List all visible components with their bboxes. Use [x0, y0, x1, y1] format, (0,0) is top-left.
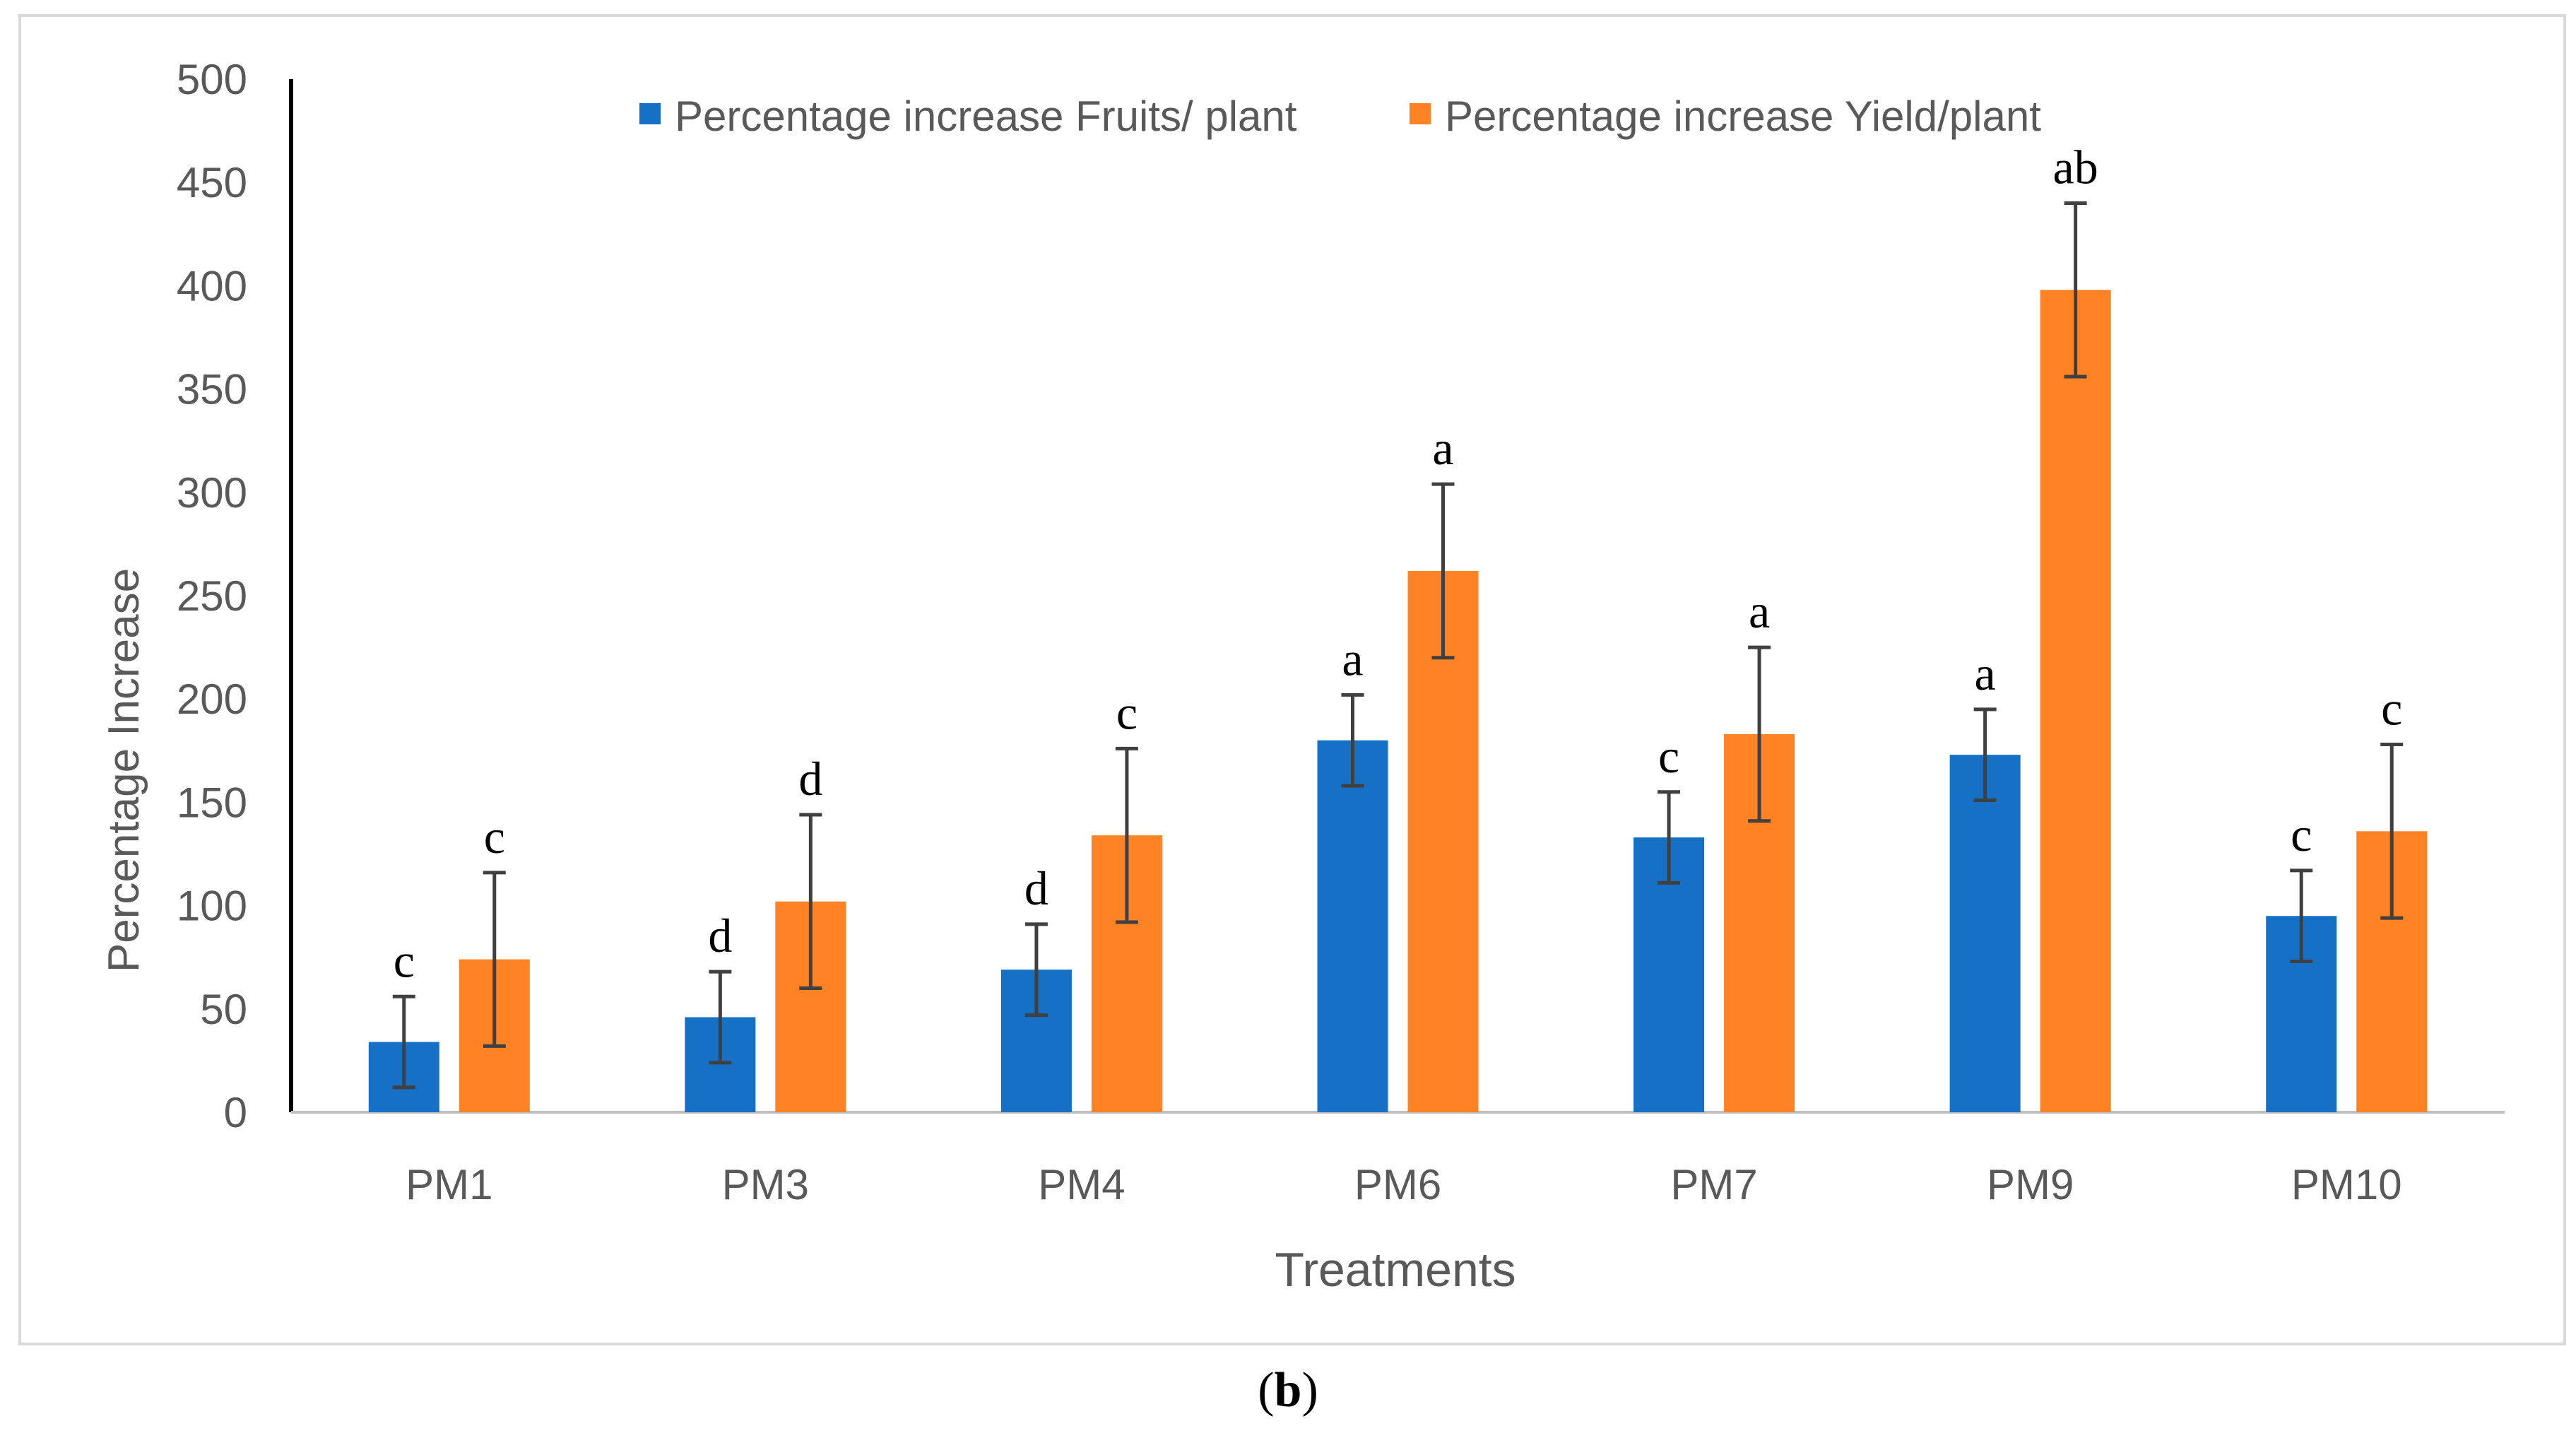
significance-letter: c	[1658, 729, 1679, 783]
x-axis-title: Treatments	[1275, 1243, 1516, 1297]
y-tick-label: 150	[177, 779, 247, 826]
bar-yield-pm9	[2040, 290, 2111, 1112]
significance-letter: a	[1749, 584, 1770, 638]
legend-label-fruits: Percentage increase Fruits/ plant	[675, 93, 1297, 140]
axes: 0 50 100 150 200 250 300 350 400 450 500 PM1 PM3 PM4 P…	[177, 56, 2505, 1208]
significance-letter: c	[1116, 685, 1138, 739]
y-tick-label: 0	[224, 1089, 247, 1136]
chart-frame	[18, 14, 2566, 1345]
significance-letter: a	[1342, 632, 1363, 685]
x-tick-label: PM9	[1987, 1161, 2074, 1208]
significance-letter: d	[1024, 861, 1048, 915]
significance-letter: c	[2381, 682, 2402, 736]
x-tick-label: PM4	[1038, 1161, 1125, 1208]
legend-swatch-yield	[1410, 103, 1431, 124]
significance-letter: ab	[2053, 140, 2098, 194]
x-tick-label: PM3	[722, 1161, 809, 1208]
y-tick-label: 400	[177, 262, 247, 310]
legend-swatch-fruits	[639, 103, 661, 124]
y-tick-label: 350	[177, 366, 247, 413]
bar-yield-pm6	[1407, 570, 1479, 1112]
x-tick-label: PM7	[1670, 1161, 1757, 1208]
significance-letter: c	[484, 810, 505, 864]
significance-letter: a	[1975, 647, 1996, 700]
y-tick-label: 250	[177, 572, 247, 620]
y-tick-label: 500	[177, 56, 247, 103]
legend-label-yield: Percentage increase Yield/plant	[1445, 93, 2041, 140]
significance-letter: a	[1432, 421, 1453, 475]
significance-letter: d	[798, 752, 822, 806]
significance-letter: c	[2291, 808, 2312, 861]
y-tick-label: 200	[177, 676, 247, 723]
x-tick-label: PM1	[406, 1161, 492, 1208]
significance-letters: c d d a c a c c d c a a ab c	[394, 140, 2403, 987]
figure-label: (b)	[1258, 1363, 1318, 1418]
y-tick-label: 300	[177, 469, 247, 517]
significance-letter: d	[708, 909, 732, 962]
legend: Percentage increase Fruits/ plant Percen…	[639, 93, 2041, 140]
error-bars	[392, 201, 2404, 1090]
bar-fruits-pm6	[1317, 740, 1388, 1112]
y-tick-label: 50	[200, 986, 247, 1033]
significance-letter: c	[394, 933, 415, 987]
y-tick-label: 100	[177, 883, 247, 930]
x-tick-label: PM6	[1354, 1161, 1441, 1208]
y-axis-title: Percentage Increase	[100, 568, 148, 972]
bar-fruits-pm9	[1949, 755, 2021, 1112]
y-tick-label: 450	[177, 159, 247, 206]
x-tick-label: PM10	[2291, 1161, 2402, 1208]
